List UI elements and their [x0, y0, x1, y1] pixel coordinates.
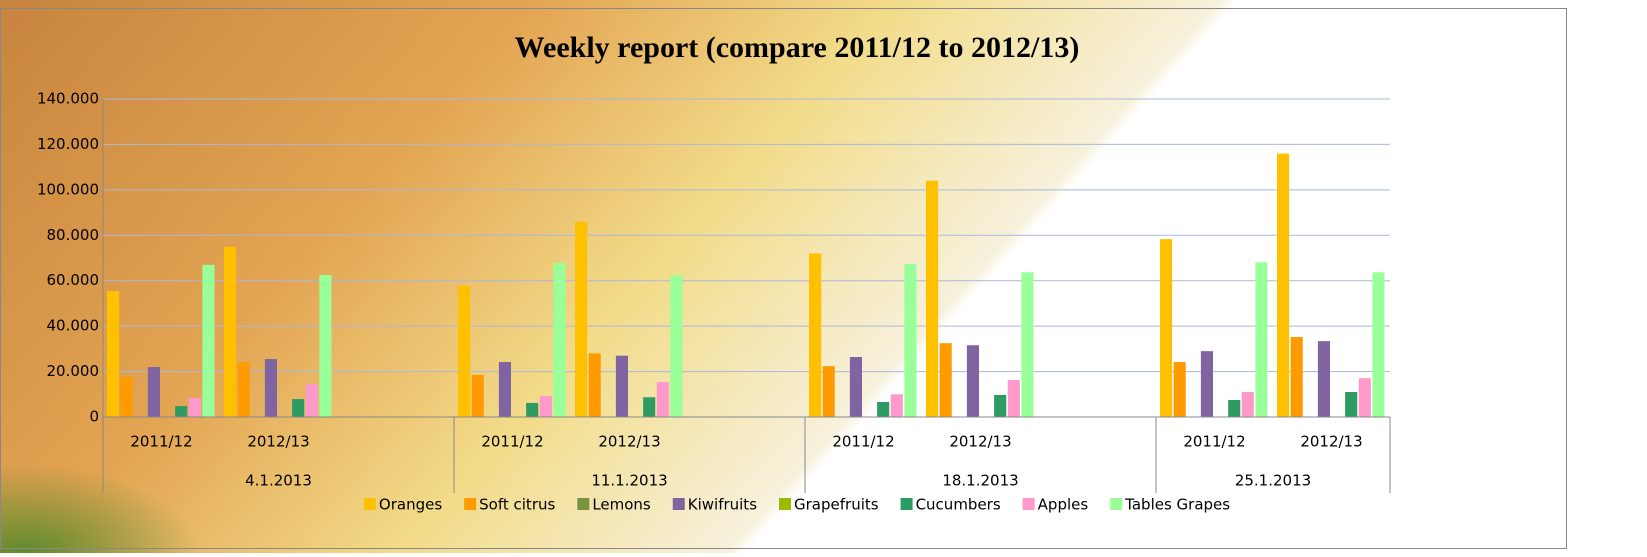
legend-label: Apples [1038, 496, 1089, 514]
legend-swatch [901, 498, 913, 510]
bar [148, 367, 160, 417]
legend-item: Grapefruits [779, 496, 879, 514]
y-tick-label: 60.000 [47, 271, 100, 289]
legend-swatch [577, 498, 589, 510]
bar [224, 247, 236, 417]
bar [1291, 337, 1303, 417]
y-tick-label: 80.000 [47, 226, 100, 244]
x-tick-label: 2012/13 [949, 433, 1011, 451]
bar [1318, 341, 1330, 417]
bar [904, 264, 916, 417]
x-tick-label: 2011/12 [130, 433, 192, 451]
chart: Weekly report (compare 2011/12 to 2012/1… [0, 0, 1647, 553]
bar [994, 395, 1006, 417]
x-tick-label: 2011/12 [1183, 433, 1245, 451]
x-tick-label: 2012/13 [247, 433, 309, 451]
bar [891, 394, 903, 417]
background-leaf [0, 300, 500, 553]
group-label: 18.1.2013 [942, 472, 1018, 490]
y-tick-label: 100.000 [37, 180, 99, 198]
legend-swatch [364, 498, 376, 510]
bar [202, 265, 214, 417]
bar [1345, 392, 1357, 417]
bar [1255, 262, 1267, 417]
group-label: 11.1.2013 [591, 472, 667, 490]
group-label: 25.1.2013 [1235, 472, 1311, 490]
legend-item: Cucumbers [901, 496, 1001, 514]
legend-swatch [779, 498, 791, 510]
bar [809, 253, 821, 417]
bar [499, 362, 511, 417]
bar [472, 375, 484, 417]
bar [643, 397, 655, 417]
bar [1174, 362, 1186, 417]
bar [121, 377, 133, 417]
y-tick-label: 40.000 [47, 317, 100, 335]
y-tick-label: 20.000 [47, 362, 100, 380]
bar [265, 359, 277, 417]
group-label: 4.1.2013 [245, 472, 312, 490]
bar [589, 353, 601, 417]
y-tick-label: 0 [89, 408, 99, 426]
bar [175, 406, 187, 417]
bar [540, 396, 552, 417]
bar [575, 222, 587, 417]
bar [306, 384, 318, 417]
bar [1242, 392, 1254, 417]
legend-label: Lemons [592, 496, 651, 514]
y-tick-label: 120.000 [37, 135, 99, 153]
bar [107, 291, 119, 417]
bar [1008, 380, 1020, 417]
bar [940, 343, 952, 417]
x-tick-label: 2011/12 [832, 433, 894, 451]
bar [967, 345, 979, 417]
bar [1228, 400, 1240, 417]
bar [458, 286, 470, 417]
x-tick-label: 2012/13 [598, 433, 660, 451]
bar [292, 399, 304, 417]
legend-swatch [1023, 498, 1035, 510]
bar [189, 398, 201, 417]
bar [1201, 351, 1213, 417]
legend-label: Soft citrus [479, 496, 555, 514]
bar [850, 357, 862, 417]
bar [823, 366, 835, 417]
legend-label: Oranges [379, 496, 442, 514]
y-tick-label: 140.000 [37, 90, 99, 108]
bar [1021, 272, 1033, 417]
bar [670, 275, 682, 417]
legend-swatch [1110, 498, 1122, 510]
bar [319, 275, 331, 417]
bar [657, 382, 669, 417]
legend-label: Cucumbers [916, 496, 1001, 514]
bar [238, 362, 250, 417]
legend-label: Tables Grapes [1124, 496, 1230, 514]
bar [1277, 154, 1289, 417]
bar [616, 356, 628, 417]
bar [1160, 239, 1172, 417]
bar [526, 403, 538, 417]
legend-item: Tables Grapes [1110, 496, 1230, 514]
legend-swatch [673, 498, 685, 510]
legend-label: Grapefruits [794, 496, 879, 514]
chart-title: Weekly report (compare 2011/12 to 2012/1… [515, 31, 1080, 64]
x-tick-label: 2011/12 [481, 433, 543, 451]
bar [926, 181, 938, 417]
bar [1359, 378, 1371, 417]
legend-swatch [464, 498, 476, 510]
legend-label: Kiwifruits [688, 496, 757, 514]
bar [1372, 272, 1384, 417]
bar [877, 402, 889, 417]
x-tick-label: 2012/13 [1300, 433, 1362, 451]
bar [553, 263, 565, 417]
